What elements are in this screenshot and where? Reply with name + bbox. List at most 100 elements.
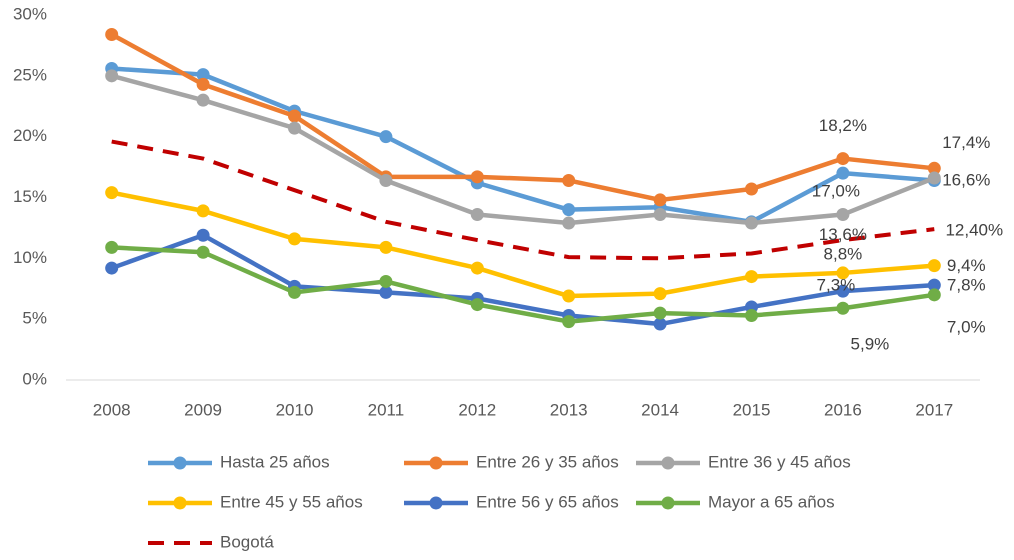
x-tick-label: 2011: [368, 400, 405, 419]
legend-marker: [429, 496, 443, 510]
x-tick-label: 2017: [915, 400, 953, 419]
legend-item: Entre 45 y 55 años: [148, 492, 363, 511]
x-tick-label: 2009: [184, 400, 222, 419]
x-tick-label: 2008: [93, 400, 131, 419]
data-label: 18,2%: [819, 116, 867, 135]
point: [836, 152, 850, 166]
legend-marker: [173, 456, 187, 470]
point: [379, 285, 393, 299]
point: [470, 298, 484, 312]
y-tick-label: 30%: [13, 4, 47, 23]
point: [105, 69, 119, 83]
legend-item: Hasta 25 años: [148, 452, 330, 471]
point: [927, 161, 941, 175]
series-line: [111, 66, 935, 225]
point: [836, 301, 850, 315]
x-tick-label: 2010: [276, 400, 314, 419]
point: [927, 288, 941, 302]
data-label: 5,9%: [851, 335, 890, 354]
series-line: [111, 190, 935, 299]
point: [379, 274, 393, 288]
data-label: 17,4%: [942, 133, 990, 152]
point: [379, 173, 393, 187]
point: [562, 203, 576, 217]
y-tick-label: 20%: [13, 126, 47, 145]
point: [653, 287, 667, 301]
point: [105, 261, 119, 275]
legend-item: Entre 56 y 65 años: [404, 492, 619, 511]
point: [196, 77, 210, 91]
legend-item: Entre 36 y 45 años: [636, 452, 851, 471]
point: [288, 232, 301, 246]
x-tick-label: 2012: [458, 400, 496, 419]
point: [562, 289, 576, 303]
legend-label: Entre 26 y 35 años: [476, 452, 619, 471]
point: [196, 245, 210, 259]
point: [927, 171, 941, 185]
point: [470, 208, 484, 222]
point: [653, 193, 667, 207]
x-tick-label: 2014: [641, 400, 679, 419]
point: [196, 93, 210, 107]
series-line: [111, 245, 935, 324]
legend-item: Mayor a 65 años: [636, 492, 835, 511]
point: [653, 306, 667, 320]
data-label: 13,6%: [819, 225, 867, 244]
point: [196, 204, 210, 218]
data-label: 9,4%: [947, 256, 986, 275]
point: [470, 261, 484, 275]
point: [836, 284, 850, 298]
point: [470, 170, 484, 184]
point: [745, 309, 758, 323]
point: [836, 266, 850, 280]
point: [927, 259, 941, 273]
legend-label: Bogotá: [220, 532, 274, 551]
point: [379, 130, 393, 144]
point: [836, 166, 850, 180]
legend-marker: [661, 456, 675, 470]
series-line: [110, 32, 935, 203]
legend-label: Entre 56 y 65 años: [476, 492, 619, 511]
y-tick-label: 25%: [13, 65, 47, 84]
data-label: 7,3%: [817, 276, 856, 295]
x-tick-label: 2015: [733, 400, 771, 419]
point: [836, 208, 850, 222]
y-tick-label: 0%: [22, 369, 47, 388]
legend-marker: [429, 456, 443, 470]
data-label: 16,6%: [942, 171, 990, 190]
point: [745, 270, 758, 284]
legend-label: Entre 36 y 45 años: [708, 452, 851, 471]
point: [288, 109, 301, 123]
point: [927, 278, 941, 292]
x-tick-label: 2013: [550, 400, 588, 419]
legend-label: Entre 45 y 55 años: [220, 492, 363, 511]
point: [745, 216, 758, 230]
data-label: 8,8%: [824, 244, 863, 263]
y-tick-label: 10%: [13, 248, 47, 267]
legend-item: Entre 26 y 35 años: [404, 452, 619, 471]
legend-label: Hasta 25 años: [220, 452, 330, 471]
data-label: 7,8%: [947, 276, 986, 295]
series-line: [111, 73, 936, 226]
data-label: 7,0%: [947, 317, 986, 336]
point: [196, 68, 210, 82]
legend-label: Mayor a 65 años: [708, 492, 835, 511]
legend-marker: [661, 496, 675, 510]
point: [288, 121, 301, 135]
point: [288, 285, 301, 299]
data-label: 12,40%: [945, 221, 1003, 240]
point: [196, 228, 210, 242]
point: [653, 208, 667, 222]
point: [562, 173, 576, 187]
point: [105, 240, 119, 254]
series-line: [111, 139, 935, 261]
y-tick-label: 5%: [22, 309, 47, 328]
series-line: [110, 232, 935, 327]
point: [105, 186, 119, 200]
data-label: 17,0%: [812, 182, 860, 201]
y-tick-label: 15%: [13, 187, 47, 206]
point: [562, 315, 576, 329]
legend-item: Bogotá: [148, 532, 274, 551]
point: [105, 27, 119, 41]
